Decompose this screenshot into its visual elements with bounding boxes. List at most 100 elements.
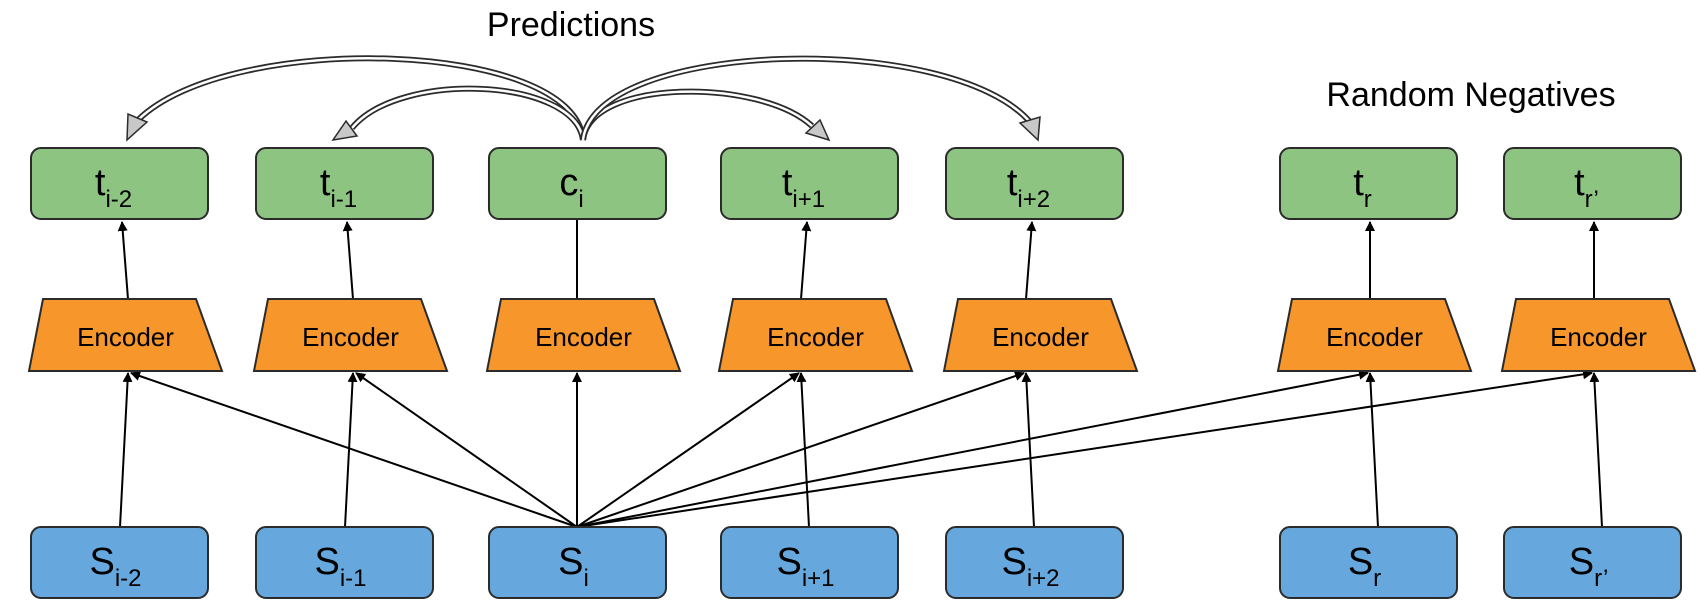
output-label-ip1-base: t [782, 162, 793, 204]
output-label-im2: ti-2 [95, 162, 132, 213]
output-label-rp-subscript: r’ [1585, 186, 1599, 213]
output-label-rp-base: t [1574, 162, 1585, 204]
arrow-s-i-enc-im1 [355, 372, 578, 528]
output-box-ip1 [720, 147, 899, 220]
predictions-heading: Predictions [487, 6, 655, 44]
encoder-label-im2: Encoder [77, 322, 174, 352]
input-label-ip1-base: S [776, 541, 801, 583]
output-label-im1-base: t [320, 162, 331, 204]
encoder-label-r: Encoder [1326, 322, 1423, 352]
output-label-ip1-subscript: i+1 [792, 186, 825, 213]
output-label-ip2-subscript: i+2 [1017, 186, 1050, 213]
output-label-rp: tr’ [1574, 162, 1599, 213]
arrow-s-rp-enc-rp [1589, 372, 1603, 528]
encoder-im2 [27, 298, 224, 372]
input-to-encoder-arrows [119, 369, 1603, 528]
input-label-rp-subscript: r’ [1594, 565, 1608, 592]
input-label-im1-subscript: i-1 [340, 565, 367, 592]
arrow-s-im2-enc-im2 [119, 372, 133, 528]
encoder-ip2 [942, 298, 1139, 372]
columns: ti-2EncoderSi-2ti-1EncoderSi-1ciEncoderS… [27, 147, 1697, 599]
output-label-im1-subscript: i-1 [330, 186, 357, 213]
encoder-to-output-arrows [117, 218, 1599, 300]
prediction-arrow-i-2 [126, 55, 586, 142]
arrow-enc-ip1-t-ip1 [800, 221, 812, 300]
input-label-ip1: Si+1 [776, 541, 834, 592]
arrow-enc-im2-t-im2 [117, 221, 129, 300]
arrow-s-im1-enc-im1 [344, 372, 358, 528]
input-label-i-subscript: i [584, 565, 589, 592]
prediction-arrow-i+2 [580, 55, 1041, 142]
output-label-i-subscript: i [578, 186, 583, 213]
output-label-r-base: t [1353, 162, 1364, 204]
encoder-label-i: Encoder [535, 322, 632, 352]
encoder-rp [1500, 298, 1697, 372]
input-label-i-base: S [558, 541, 583, 583]
input-label-rp-base: S [1569, 541, 1594, 583]
encoder-r [1276, 298, 1473, 372]
column-ip2: ti+2 Encoder Si+2 [942, 147, 1139, 599]
input-box-ip1 [720, 526, 899, 599]
output-label-ip2: ti+2 [1007, 162, 1050, 213]
output-label-im2-base: t [95, 162, 106, 204]
output-box-r [1279, 147, 1458, 220]
encoder-im1 [252, 298, 449, 372]
prediction-arrow-i+1 [580, 88, 831, 142]
arrow-s-ip2-enc-ip2 [1021, 372, 1035, 528]
input-box-i [488, 526, 667, 599]
input-label-im1: Si-1 [314, 541, 366, 592]
input-box-im1 [255, 526, 434, 599]
prediction-arrow-i-1 [331, 85, 586, 142]
output-label-r: tr [1353, 162, 1372, 213]
input-label-im2-subscript: i-2 [115, 565, 142, 592]
input-label-ip1-subscript: i+1 [802, 565, 835, 592]
output-box-im1 [255, 147, 434, 220]
encoder-label-im1: Encoder [302, 322, 399, 352]
input-label-r: Sr [1348, 541, 1381, 592]
output-label-i-base: c [559, 162, 578, 204]
input-label-im1-base: S [314, 541, 339, 583]
encoder-label-ip2: Encoder [992, 322, 1089, 352]
input-box-im2 [30, 526, 209, 599]
arrow-s-i-enc-ip2 [576, 371, 1025, 528]
input-label-rp: Sr’ [1569, 541, 1609, 592]
arrow-s-r-enc-r [1365, 372, 1379, 528]
input-box-ip2 [945, 526, 1124, 599]
input-box-rp [1503, 526, 1682, 599]
arrow-s-i-enc-r [576, 369, 1369, 528]
output-label-i: ci [559, 162, 583, 213]
output-label-ip1: ti+1 [782, 162, 825, 213]
input-label-im2-base: S [89, 541, 114, 583]
input-label-i: Si [558, 541, 589, 592]
output-box-i [488, 147, 667, 220]
output-box-ip2 [945, 147, 1124, 220]
random-negatives-heading: Random Negatives [1326, 76, 1615, 114]
output-box-rp [1503, 147, 1682, 220]
input-label-r-subscript: r [1373, 565, 1381, 592]
output-box-im2 [30, 147, 209, 220]
input-label-ip2-subscript: i+2 [1027, 565, 1060, 592]
arrow-s-i-enc-ip1 [576, 372, 800, 528]
input-label-im2: Si-2 [89, 541, 141, 592]
encoder-ip1 [717, 298, 914, 372]
arrow-s-i-enc-im2 [130, 371, 578, 528]
output-label-im1: ti-1 [320, 162, 357, 213]
input-label-r-base: S [1348, 541, 1373, 583]
input-label-ip2-base: S [1001, 541, 1026, 583]
arrow-enc-ip2-t-ip2 [1025, 221, 1037, 300]
encoder-label-ip1: Encoder [767, 322, 864, 352]
input-box-r [1279, 526, 1458, 599]
prediction-arrows [126, 55, 1041, 142]
arrow-s-ip1-enc-ip1 [796, 372, 810, 528]
arrow-enc-im1-t-im1 [342, 221, 354, 300]
input-label-ip2: Si+2 [1001, 541, 1059, 592]
encoder-label-rp: Encoder [1550, 322, 1647, 352]
output-label-im2-subscript: i-2 [105, 186, 132, 213]
